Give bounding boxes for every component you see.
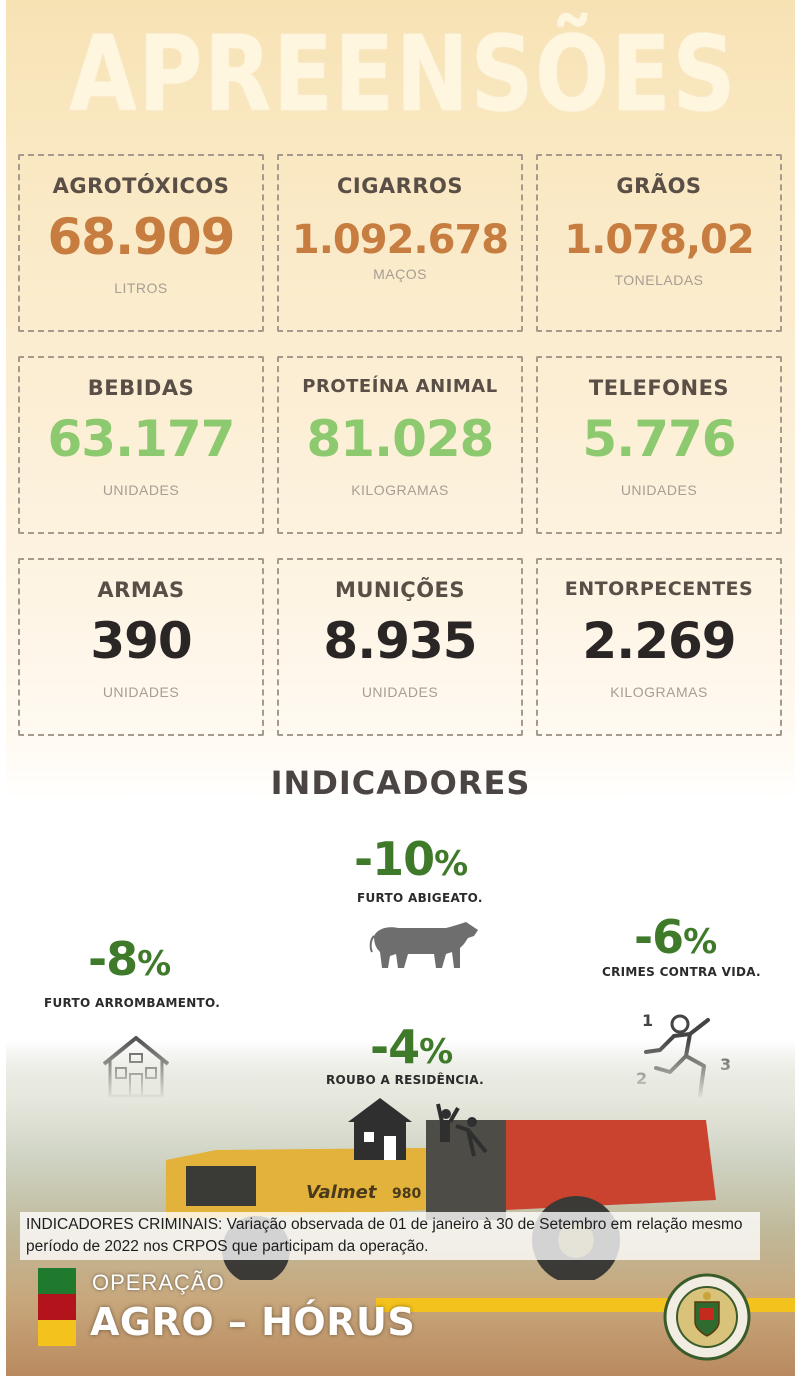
indicators-title: INDICADORES [270,764,531,802]
stat-value: 1.092.678 [291,217,509,263]
stat-label: ENTORPECENTES [564,578,754,600]
percent-sign: % [419,1032,453,1072]
stat-label: PROTEÍNA ANIMAL [302,376,498,397]
rs-flag-icon [38,1268,76,1346]
indicator-value-arrombamento: -8% [88,936,171,984]
page-title: APREENSÕES [69,13,738,135]
svg-text:1: 1 [642,1011,653,1030]
stat-unit: LITROS [114,280,168,296]
percent-sign: % [683,922,717,962]
brigada-militar-seal-icon [663,1273,751,1361]
stat-label: GRÃOS [616,174,702,198]
stat-unit: UNIDADES [102,482,180,498]
stat-card-agrotoxicos: AGROTÓXICOS 68.909 LITROS [18,154,264,332]
stat-value: 1.078,02 [564,217,754,263]
stat-unit: KILOGRAMAS [610,684,708,700]
stat-label: CIGARROS [336,174,464,198]
cow-icon [369,922,478,968]
indicator-label-roubo-residencia: ROUBO A RESIDÊNCIA. [326,1073,484,1087]
stat-label: MUNIÇÕES [334,578,466,602]
stat-unit: KILOGRAMAS [351,482,449,498]
tractor-model: 980 [392,1186,421,1202]
indicator-value-crimes-vida: -6% [634,914,717,962]
indicator-number: -10 [354,832,435,886]
stat-card-armas: ARMAS 390 UNIDADES [18,558,264,736]
indicator-value-abigeato: -10% [354,836,468,884]
indicator-label-arrombamento: FURTO ARROMBAMENTO. [44,996,221,1010]
stat-card-graos: GRÃOS 1.078,02 TONELADAS [536,154,782,332]
stat-unit: MAÇOS [373,266,427,282]
stat-label: BEBIDAS [87,376,195,400]
indicator-label-abigeato: FURTO ABIGEATO. [357,891,483,905]
house-robbery-icon [348,1098,488,1160]
stat-unit: TONELADAS [614,272,704,288]
poster: APREENSÕES AGROTÓXICOS 68.909 LITROS CIG… [6,0,795,1376]
indicator-number: -4 [370,1020,420,1074]
criminal-indicators-note: INDICADORES CRIMINAIS: Variação observad… [20,1212,760,1260]
stat-value: 390 [90,612,192,670]
stat-card-proteina-animal: PROTEÍNA ANIMAL 81.028 KILOGRAMAS [277,356,523,534]
operation-name: AGRO – HÓRUS [90,1300,416,1344]
indicator-value-roubo-residencia: -4% [370,1024,453,1072]
operation-label: OPERAÇÃO [92,1270,225,1295]
indicator-number: -6 [634,910,684,964]
stat-card-cigarros: CIGARROS 1.092.678 MAÇOS [277,154,523,332]
stat-unit: UNIDADES [620,482,698,498]
stat-card-bebidas: BEBIDAS 63.177 UNIDADES [18,356,264,534]
stat-unit: UNIDADES [102,684,180,700]
stat-value: 81.028 [306,410,495,468]
percent-sign: % [137,944,171,984]
stat-value: 2.269 [582,612,736,670]
stat-unit: UNIDADES [361,684,439,700]
stat-value: 8.935 [323,612,477,670]
stat-label: TELEFONES [588,376,730,400]
indicator-label-crimes-vida: CRIMES CONTRA VIDA. [602,965,761,979]
stat-card-telefones: TELEFONES 5.776 UNIDADES [536,356,782,534]
stat-label: AGROTÓXICOS [52,174,230,198]
stat-value: 68.909 [47,208,236,266]
indicator-number: -8 [88,932,138,986]
stat-label: ARMAS [97,578,185,602]
stat-value: 63.177 [47,410,236,468]
percent-sign: % [434,844,468,884]
stat-card-entorpecentes: ENTORPECENTES 2.269 KILOGRAMAS [536,558,782,736]
stat-card-municoes: MUNIÇÕES 8.935 UNIDADES [277,558,523,736]
stat-value: 5.776 [582,410,736,468]
tractor-brand: Valmet [306,1182,378,1203]
